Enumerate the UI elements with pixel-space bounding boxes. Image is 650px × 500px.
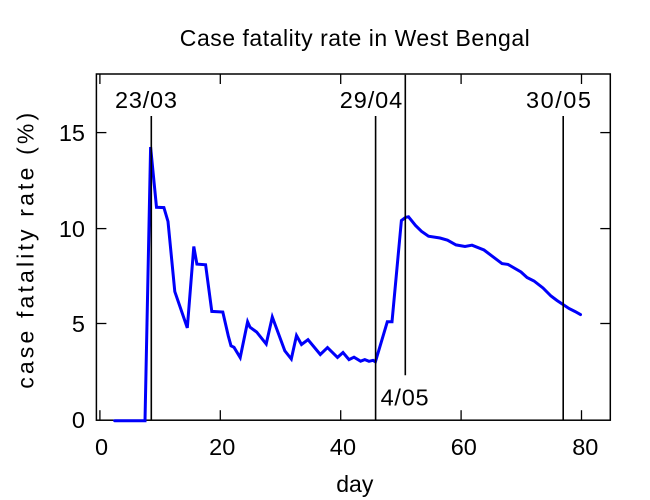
svg-text:day: day [336, 471, 374, 497]
svg-text:60: 60 [451, 434, 477, 460]
svg-text:10: 10 [59, 216, 85, 242]
svg-text:30/05: 30/05 [526, 87, 591, 113]
svg-text:15: 15 [59, 120, 85, 146]
svg-text:case fatality rate (%): case fatality rate (%) [13, 113, 39, 389]
svg-text:4/05: 4/05 [381, 385, 429, 411]
svg-text:Case fatality rate in West Ben: Case fatality rate in West Bengal [180, 25, 530, 51]
svg-text:20: 20 [209, 434, 235, 460]
svg-text:5: 5 [72, 311, 85, 337]
svg-text:23/03: 23/03 [115, 87, 177, 113]
svg-text:80: 80 [572, 434, 598, 460]
svg-text:0: 0 [95, 434, 108, 460]
svg-text:0: 0 [72, 407, 85, 433]
svg-text:29/04: 29/04 [340, 87, 403, 113]
svg-text:40: 40 [330, 434, 356, 460]
